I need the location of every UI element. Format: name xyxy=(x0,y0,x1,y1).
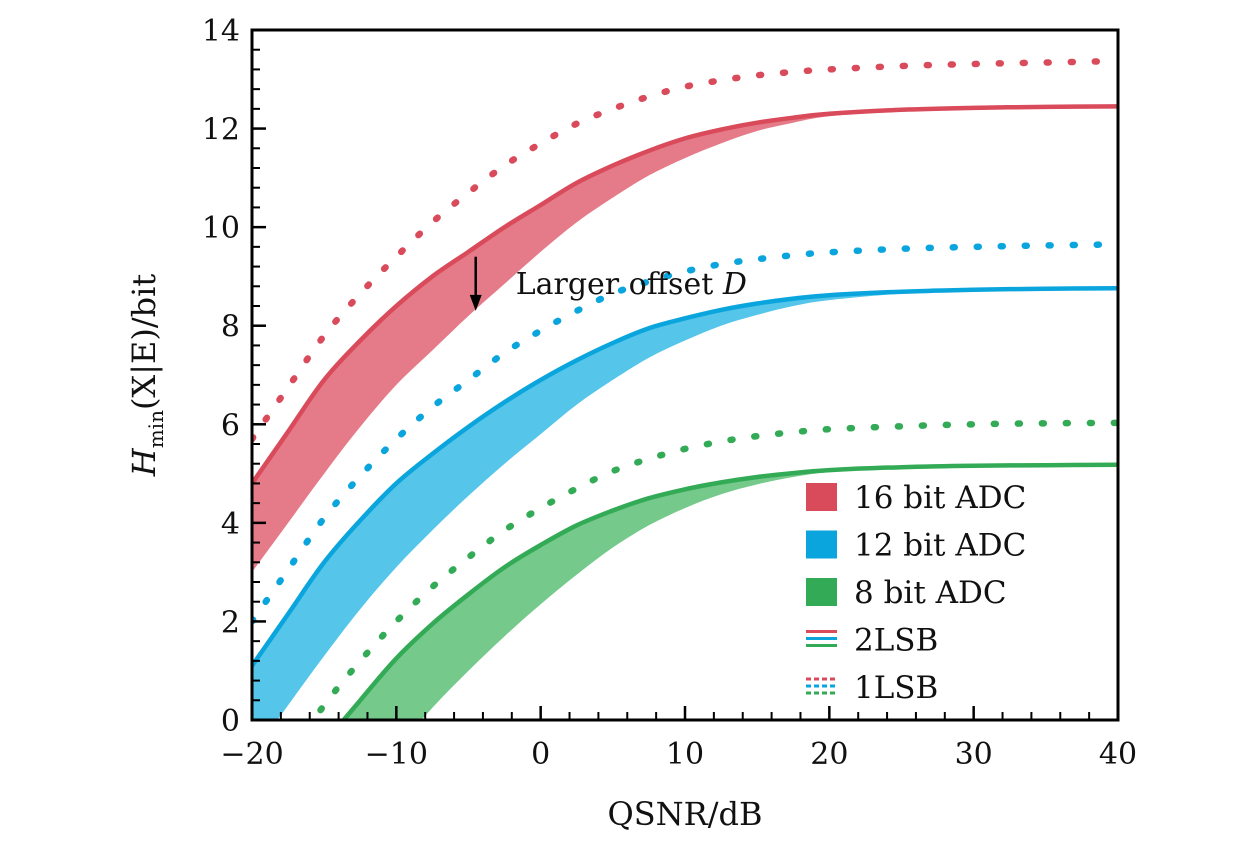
y-tick-label: 2 xyxy=(221,605,240,640)
series-12-bit-adc xyxy=(252,241,1118,720)
x-tick-label: −20 xyxy=(220,737,283,772)
series-8-bit-adc xyxy=(309,419,1118,720)
legend-item: 8 bit ADC xyxy=(806,575,1007,611)
x-axis-label: QSNR/dB xyxy=(607,795,762,833)
legend-item: 1LSB xyxy=(806,670,938,706)
annotation: Larger offset D xyxy=(469,256,747,311)
2lsb-line xyxy=(252,286,1118,668)
legend-swatch xyxy=(806,483,837,511)
x-tick-label: 0 xyxy=(531,737,550,772)
legend-swatch xyxy=(806,578,837,606)
legend-label: 8 bit ADC xyxy=(854,575,1007,611)
y-tick-label: 12 xyxy=(202,113,240,148)
legend: 16 bit ADC 12 bit ADC 8 bit ADC 2LSB 1LSB xyxy=(806,480,1026,706)
legend-label: 12 bit ADC xyxy=(854,528,1026,564)
legend-swatch xyxy=(806,530,837,559)
legend-item: 16 bit ADC xyxy=(806,480,1026,516)
series-16-bit-adc xyxy=(252,57,1118,573)
1lsb-line xyxy=(309,419,1118,720)
offset-band xyxy=(343,464,1118,720)
x-tick-label: 40 xyxy=(1099,737,1137,772)
y-tick-label: 8 xyxy=(221,310,240,345)
legend-label: 16 bit ADC xyxy=(854,480,1026,516)
y-tick-label: 14 xyxy=(202,14,240,49)
legend-label: 1LSB xyxy=(854,670,938,706)
x-tick-label: 10 xyxy=(666,737,704,772)
annotation-text: Larger offset D xyxy=(516,267,747,302)
plot-area xyxy=(252,57,1118,720)
legend-item: 12 bit ADC xyxy=(806,528,1026,564)
1lsb-line xyxy=(252,57,1118,443)
2lsb-line xyxy=(340,462,1118,720)
y-tick-label: 10 xyxy=(202,211,240,246)
x-tick-label: 30 xyxy=(955,737,993,772)
legend-label: 2LSB xyxy=(854,623,938,659)
y-tick-label: 4 xyxy=(221,507,240,542)
annotation-arrowhead xyxy=(469,294,482,311)
offset-band xyxy=(252,106,1118,573)
y-tick-label: 0 xyxy=(221,704,240,739)
legend-item: 2LSB xyxy=(806,623,938,659)
y-axis-label: Hmin(X|E)/bit xyxy=(125,274,168,478)
axis-ticks: −20 −10 0 10 20 30 40 0 2 4 6 8 10 12 14 xyxy=(202,14,1137,772)
x-tick-label: −10 xyxy=(365,737,428,772)
x-tick-label: 20 xyxy=(810,737,848,772)
offset-band xyxy=(252,288,1118,720)
2lsb-line xyxy=(252,104,1118,485)
y-tick-label: 6 xyxy=(221,408,240,443)
